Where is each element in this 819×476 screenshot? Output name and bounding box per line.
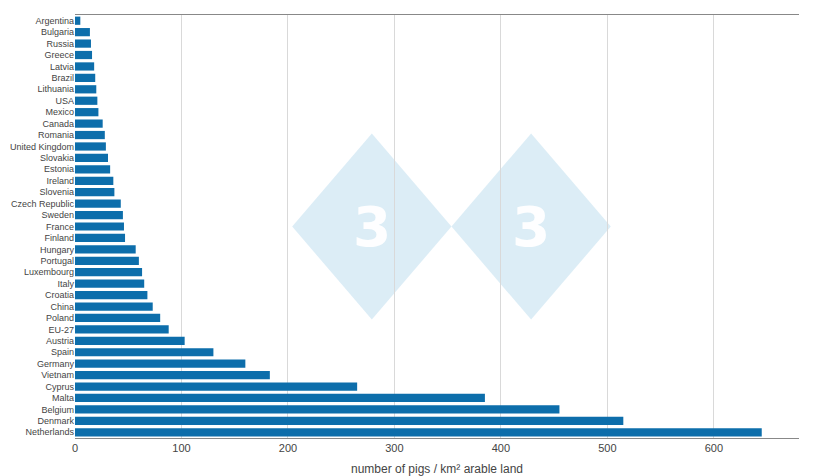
svg-text:number of pigs / km² arable la: number of pigs / km² arable land — [351, 462, 523, 476]
svg-text:Poland: Poland — [46, 313, 74, 323]
svg-text:Finland: Finland — [44, 233, 74, 243]
svg-text:Romania: Romania — [38, 130, 74, 140]
svg-text:0: 0 — [72, 442, 78, 454]
svg-text:400: 400 — [492, 442, 510, 454]
svg-text:Russia: Russia — [46, 39, 74, 49]
svg-text:Portugal: Portugal — [40, 256, 74, 266]
svg-text:EU-27: EU-27 — [48, 325, 74, 335]
svg-text:Malta: Malta — [52, 393, 74, 403]
svg-text:USA: USA — [55, 96, 74, 106]
svg-text:Italy: Italy — [57, 279, 74, 289]
svg-text:Bulgaria: Bulgaria — [41, 27, 74, 37]
svg-text:Vietnam: Vietnam — [41, 370, 74, 380]
svg-text:Netherlands: Netherlands — [25, 427, 74, 437]
svg-text:Croatia: Croatia — [45, 290, 74, 300]
svg-text:Canada: Canada — [42, 119, 74, 129]
svg-text:France: France — [46, 222, 74, 232]
svg-text:Cyprus: Cyprus — [45, 382, 74, 392]
svg-text:Slovakia: Slovakia — [40, 153, 74, 163]
svg-text:3: 3 — [512, 195, 550, 259]
svg-text:Estonia: Estonia — [44, 164, 74, 174]
svg-text:500: 500 — [598, 442, 616, 454]
svg-text:Slovenia: Slovenia — [39, 187, 74, 197]
svg-text:Sweden: Sweden — [41, 210, 74, 220]
svg-text:300: 300 — [385, 442, 403, 454]
svg-text:Denmark: Denmark — [37, 416, 74, 426]
svg-text:Ireland: Ireland — [46, 176, 74, 186]
svg-text:Latvia: Latvia — [50, 62, 74, 72]
svg-text:Hungary: Hungary — [40, 245, 75, 255]
svg-text:Czech Republic: Czech Republic — [11, 199, 75, 209]
svg-text:Greece: Greece — [44, 50, 74, 60]
svg-text:Argentina: Argentina — [35, 16, 74, 26]
svg-text:China: China — [50, 302, 74, 312]
svg-text:Spain: Spain — [51, 347, 74, 357]
svg-text:United Kingdom: United Kingdom — [10, 142, 74, 152]
svg-text:Lithuania: Lithuania — [37, 84, 74, 94]
svg-text:Austria: Austria — [46, 336, 74, 346]
svg-text:Germany: Germany — [37, 359, 75, 369]
svg-text:Luxembourg: Luxembourg — [24, 267, 74, 277]
svg-text:100: 100 — [172, 442, 190, 454]
svg-text:200: 200 — [279, 442, 297, 454]
svg-text:3: 3 — [353, 195, 391, 259]
svg-text:Mexico: Mexico — [45, 107, 74, 117]
svg-text:Brazil: Brazil — [51, 73, 74, 83]
svg-text:600: 600 — [705, 442, 723, 454]
svg-text:Belgium: Belgium — [41, 405, 74, 415]
